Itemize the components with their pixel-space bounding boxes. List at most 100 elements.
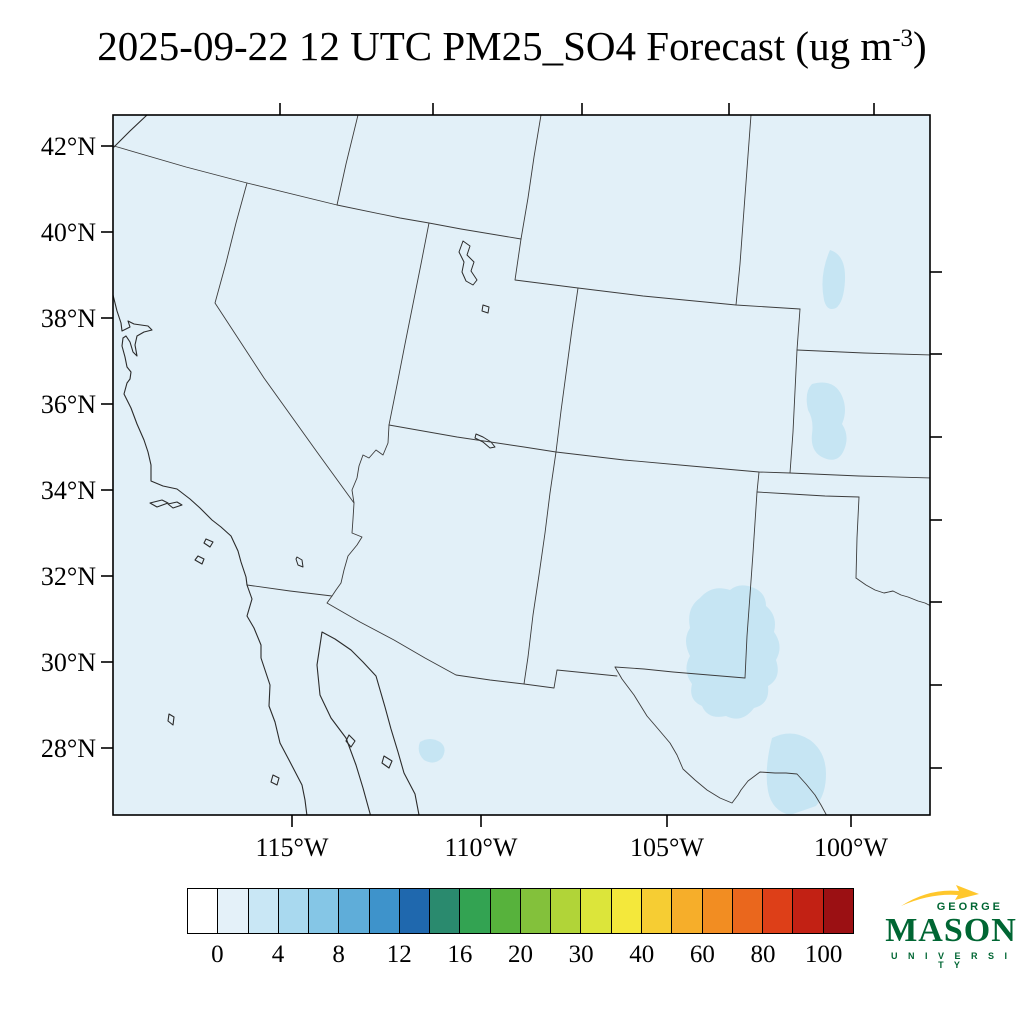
- colorbar-segment: [309, 889, 340, 933]
- colorbar-tick-label: 60: [689, 941, 715, 968]
- island-guadalupe: [167, 713, 175, 726]
- concentration-patches: [418, 250, 847, 815]
- colorbar-segment: [581, 889, 612, 933]
- colorbar-segment: [702, 889, 733, 933]
- gmu-swoosh-icon: [901, 885, 979, 906]
- colorbar-tick-label: 16: [447, 941, 473, 968]
- border-42n-parallel: [113, 145, 522, 240]
- border-wyoming-nebraska: [735, 115, 752, 306]
- plot-title-main: 2025-09-22 12 UTC PM25_SO4 Forecast (ug …: [97, 23, 893, 69]
- latitude-labels: 42°N 40°N 38°N 36°N 34°N 32°N 30°N 28°N: [41, 132, 96, 763]
- border-arizona-newmexico: [523, 451, 557, 685]
- border-oklahoma-texas-365n: [756, 491, 860, 498]
- island-cedros: [270, 774, 280, 786]
- lon-label: 115°W: [256, 833, 329, 862]
- gmu-logo-george: GEORGE: [936, 901, 1003, 913]
- colorbar-segment: [188, 889, 219, 933]
- colorbar-segment: [399, 889, 431, 933]
- border-newmexico-east: [744, 471, 760, 679]
- salton-sea: [295, 556, 304, 568]
- lakes: [295, 240, 496, 568]
- border-40n-nebraska-kansas: [796, 349, 930, 356]
- border-newmexico-texas-32n: [614, 666, 746, 679]
- great-salt-lake: [458, 240, 478, 286]
- colorbar-segment: [793, 889, 824, 933]
- lat-label: 40°N: [41, 218, 96, 247]
- colorbar-segment: [339, 889, 370, 933]
- border-idaho-wyoming: [520, 115, 542, 240]
- colorbar-segment: [611, 889, 642, 933]
- colorbar-tick-label: 20: [508, 941, 533, 968]
- border-red-river: [855, 577, 930, 607]
- border-nevada-utah: [388, 222, 430, 426]
- border-us-mexico-west: [246, 584, 618, 689]
- colorbar-segment: [672, 889, 703, 933]
- state-borders: [113, 115, 930, 815]
- patch-sonora-coast: [418, 739, 445, 763]
- axis-ticks-top: [279, 103, 875, 115]
- lat-label: 32°N: [41, 562, 96, 591]
- colorbar: [187, 888, 854, 934]
- island-angel-de-la-guarda: [345, 734, 356, 748]
- utah-lake: [481, 304, 490, 314]
- colorbar-segment: [369, 889, 400, 933]
- lat-label: 42°N: [41, 132, 96, 161]
- border-texas-panhandle-east: [855, 496, 860, 579]
- patch-east-edge-central: [806, 382, 847, 460]
- patch-east-edge-north: [822, 250, 846, 309]
- colorbar-segment: [823, 889, 853, 933]
- lat-label: 28°N: [41, 734, 96, 763]
- map-background: [113, 115, 930, 815]
- coastlines: [113, 115, 420, 815]
- border-utah-wyoming-41n: [514, 238, 801, 310]
- colorbar-segment: [520, 889, 552, 933]
- colorbar-segments: [188, 889, 853, 933]
- island-santa-rosa: [149, 499, 169, 508]
- island-catalina: [203, 538, 214, 548]
- colorbar-tick-label: 4: [271, 941, 285, 968]
- colorbar-segment: [218, 889, 249, 933]
- colorbar-segment: [763, 889, 794, 933]
- colorbar-tick-label: 30: [568, 941, 594, 968]
- axis-ticks-bottom: [291, 815, 852, 827]
- gmu-logo-mason: MASON: [885, 912, 1017, 949]
- colorbar-tick-label: 100: [804, 941, 843, 968]
- colorbar-tick-label: 8: [332, 941, 345, 968]
- colorbar-tick-label: 80: [750, 941, 776, 968]
- colorbar-segment: [278, 889, 310, 933]
- colorbar-segment: [460, 889, 491, 933]
- patch-west-texas: [686, 585, 780, 719]
- island-tiburon: [381, 755, 393, 769]
- lon-label: 110°W: [445, 833, 518, 862]
- island-santa-cruz: [167, 501, 183, 509]
- plot-title-suffix: ): [913, 23, 927, 69]
- colorbar-segment: [551, 889, 582, 933]
- plot-title: 2025-09-22 12 UTC PM25_SO4 Forecast (ug …: [0, 22, 1024, 70]
- colorbar-labels: 0 4 8 12 16 20 30 40 60 80 100: [187, 941, 854, 971]
- axis-ticks-right: [930, 271, 942, 769]
- colorbar-tick-label: 0: [211, 941, 224, 968]
- colorbar-segment: [248, 889, 279, 933]
- colorbar-segment: [490, 889, 521, 933]
- border-rio-grande: [614, 666, 827, 815]
- map-frame: [112, 114, 931, 816]
- lon-label: 105°W: [630, 833, 704, 862]
- lon-label: 100°W: [814, 833, 888, 862]
- border-oregon-idaho: [336, 115, 359, 206]
- colorbar-tick-label: 12: [386, 941, 412, 968]
- border-utah-colorado: [555, 287, 579, 453]
- lake-powell: [474, 433, 496, 449]
- coast-california: [113, 294, 248, 586]
- border-37n-parallel: [388, 424, 930, 479]
- plot-title-exponent: -3: [892, 25, 914, 52]
- border-colorado-east: [789, 308, 801, 474]
- lat-label: 30°N: [41, 648, 96, 677]
- colorbar-tick-label: 40: [629, 941, 655, 968]
- colorbar-segment: [641, 889, 673, 933]
- coast-baja-west: [246, 584, 308, 815]
- lat-label: 36°N: [41, 390, 96, 419]
- longitude-labels: 115°W 110°W 105°W 100°W: [256, 833, 889, 862]
- coast-oregon-corner: [113, 115, 148, 148]
